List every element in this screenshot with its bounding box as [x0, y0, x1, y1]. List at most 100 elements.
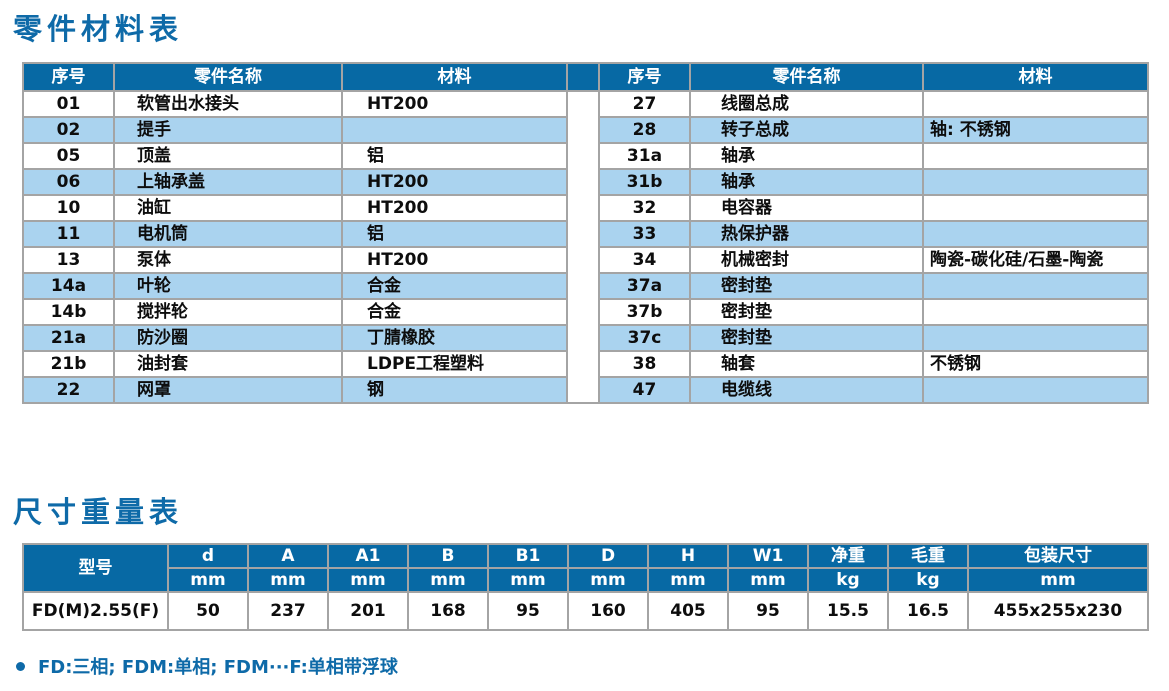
table-gap-header	[566, 62, 600, 92]
part-material-cell: HT200	[341, 168, 568, 196]
part-name-cell: 油封套	[113, 350, 343, 378]
part-no-cell: 14b	[22, 298, 115, 326]
part-material-cell: 陶瓷-碳化硅/石墨-陶瓷	[922, 246, 1149, 274]
part-name-cell: 线圈总成	[689, 90, 924, 118]
dimension-value-cell: 455x255x230	[967, 591, 1149, 631]
parts-material-table: 序号 零件名称 材料 序号 零件名称 材料 01 软管出水接头 HT200 27 线圈总…	[22, 62, 1149, 404]
part-name-cell: 泵体	[113, 246, 343, 274]
part-material-cell	[922, 142, 1149, 170]
column-unit-cell: kg	[807, 567, 889, 593]
part-name-cell: 软管出水接头	[113, 90, 343, 118]
part-name-cell: 轴承	[689, 142, 924, 170]
dimensions-weight-table: 型号 d A A1 B B1 D H W1 净重 毛重 包装尺寸 mm mm mm mm mm mm mm mm k…	[22, 543, 1149, 631]
part-no-cell: 32	[598, 194, 691, 222]
column-unit-cell: mm	[967, 567, 1149, 593]
parts-table-row: 10 油缸 HT200 32 电容器	[22, 194, 1149, 222]
parts-table-row: 14b 搅拌轮 合金 37b 密封垫	[22, 298, 1149, 326]
part-name-cell: 油缸	[113, 194, 343, 222]
part-material-cell	[341, 116, 568, 144]
part-name-cell: 电机筒	[113, 220, 343, 248]
part-material-cell: 合金	[341, 272, 568, 300]
column-header-model: 型号	[22, 543, 169, 593]
part-no-cell: 01	[22, 90, 115, 118]
dimension-value-cell: 160	[567, 591, 649, 631]
part-material-cell	[922, 272, 1149, 300]
column-header-material: 材料	[341, 62, 568, 92]
part-no-cell: 22	[22, 376, 115, 404]
parts-table-row: 02 提手 28 转子总成 轴: 不锈钢	[22, 116, 1149, 144]
dimension-value-cell: 16.5	[887, 591, 969, 631]
part-no-cell: 37a	[598, 272, 691, 300]
part-name-cell: 轴承	[689, 168, 924, 196]
table-gap-spacer	[566, 90, 600, 404]
dims-table-body: FD(M)2.55(F) 50 237 201 168 95 160 405 95 15.5 16.…	[22, 591, 1149, 631]
part-material-cell	[922, 168, 1149, 196]
column-header-净重: 净重	[807, 543, 889, 569]
part-name-cell: 热保护器	[689, 220, 924, 248]
part-material-cell: LDPE工程塑料	[341, 350, 568, 378]
part-no-cell: 33	[598, 220, 691, 248]
dimension-value-cell: 50	[167, 591, 249, 631]
parts-table-title: 零件材料表	[13, 12, 184, 46]
part-no-cell: 11	[22, 220, 115, 248]
part-material-cell	[922, 298, 1149, 326]
column-unit-cell: mm	[487, 567, 569, 593]
dimension-value-cell: 95	[727, 591, 809, 631]
dimension-value-cell: 15.5	[807, 591, 889, 631]
part-material-cell: HT200	[341, 194, 568, 222]
part-material-cell	[922, 194, 1149, 222]
parts-table-row: 21b 油封套 LDPE工程塑料 38 轴套 不锈钢	[22, 350, 1149, 378]
part-name-cell: 密封垫	[689, 272, 924, 300]
dimension-value-cell: 405	[647, 591, 729, 631]
part-name-cell: 密封垫	[689, 324, 924, 352]
parts-table-row: 01 软管出水接头 HT200 27 线圈总成	[22, 90, 1149, 404]
part-no-cell: 37b	[598, 298, 691, 326]
part-material-cell	[922, 324, 1149, 352]
dims-header-label-row: 型号 d A A1 B B1 D H W1 净重 毛重 包装尺寸	[22, 543, 1149, 593]
part-no-cell: 34	[598, 246, 691, 274]
part-no-cell: 21a	[22, 324, 115, 352]
column-header-no: 序号	[22, 62, 115, 92]
column-header-B: B	[407, 543, 489, 569]
column-header-W1: W1	[727, 543, 809, 569]
bullet-icon	[16, 661, 25, 671]
part-no-cell: 37c	[598, 324, 691, 352]
footnote: FD:三相; FDM:单相; FDM···F:单相带浮球	[16, 653, 398, 679]
parts-table-row: 13 泵体 HT200 34 机械密封 陶瓷-碳化硅/石墨-陶瓷	[22, 246, 1149, 274]
part-no-cell: 06	[22, 168, 115, 196]
part-name-cell: 搅拌轮	[113, 298, 343, 326]
part-no-cell: 21b	[22, 350, 115, 378]
part-material-cell: HT200	[341, 246, 568, 274]
part-name-cell: 提手	[113, 116, 343, 144]
part-material-cell: 合金	[341, 298, 568, 326]
column-header-no: 序号	[598, 62, 691, 92]
column-header-name: 零件名称	[689, 62, 924, 92]
column-header-material: 材料	[922, 62, 1149, 92]
parts-table-header-row: 序号 零件名称 材料 序号 零件名称 材料	[22, 62, 1149, 92]
part-material-cell: 丁腈橡胶	[341, 324, 568, 352]
part-material-cell	[922, 90, 1149, 118]
column-unit-cell: mm	[567, 567, 649, 593]
column-header-A: A	[247, 543, 329, 569]
column-header-H: H	[647, 543, 729, 569]
column-unit-cell: mm	[167, 567, 249, 593]
dims-header-unit-row: mm mm mm mm mm mm mm mm kg kg mm	[23, 567, 1149, 593]
dimension-value-cell: 201	[327, 591, 409, 631]
part-no-cell: 31a	[598, 142, 691, 170]
parts-table-row: 22 网罩钢 47 电缆线	[22, 376, 1149, 404]
column-unit-cell: mm	[327, 567, 409, 593]
dimension-value-cell: 168	[407, 591, 489, 631]
column-unit-cell: kg	[887, 567, 969, 593]
column-header-name: 零件名称	[113, 62, 343, 92]
parts-table-row: 14a 叶轮 合金 37a 密封垫	[22, 272, 1149, 300]
part-name-cell: 叶轮	[113, 272, 343, 300]
column-unit-cell: mm	[727, 567, 809, 593]
column-header-D: D	[567, 543, 649, 569]
part-no-cell: 31b	[598, 168, 691, 196]
part-name-cell: 机械密封	[689, 246, 924, 274]
part-material-cell: 钢	[341, 376, 568, 404]
part-name-cell: 轴套	[689, 350, 924, 378]
part-no-cell: 05	[22, 142, 115, 170]
part-no-cell: 38	[598, 350, 691, 378]
